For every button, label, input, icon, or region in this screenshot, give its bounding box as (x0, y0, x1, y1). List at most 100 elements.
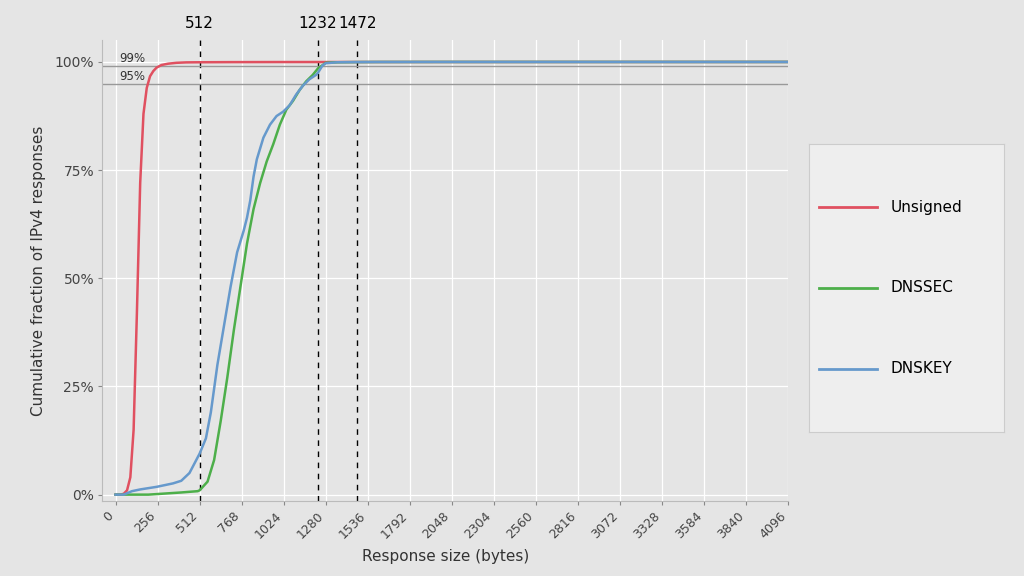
X-axis label: Response size (bytes): Response size (bytes) (361, 550, 529, 564)
DNSKEY (142, 484, 155, 491)
DNSKEY (248, 173, 260, 180)
DNSKEY (310, 71, 323, 78)
DNSSEC (221, 374, 233, 381)
Unsigned (151, 64, 163, 71)
DNSSEC (319, 59, 332, 66)
DNSSEC (202, 478, 214, 485)
Text: 99%: 99% (119, 52, 145, 66)
Line: DNSSEC: DNSSEC (116, 62, 788, 495)
DNSKEY (175, 478, 187, 484)
Unsigned (124, 474, 136, 481)
DNSKEY (151, 483, 163, 490)
DNSKEY (251, 156, 263, 163)
Text: 1472: 1472 (338, 16, 377, 31)
DNSKEY (297, 82, 309, 89)
DNSKEY (241, 214, 253, 221)
DNSKEY (231, 249, 244, 256)
Y-axis label: Cumulative fraction of IPv4 responses: Cumulative fraction of IPv4 responses (32, 126, 46, 416)
DNSKEY (183, 469, 196, 476)
DNSSEC (175, 489, 187, 496)
Unsigned (121, 487, 133, 494)
Unsigned (115, 491, 127, 498)
DNSKEY (205, 409, 217, 416)
DNSKEY (264, 121, 276, 128)
Text: DNSSEC: DNSSEC (891, 281, 953, 295)
Unsigned (170, 59, 182, 66)
DNSSEC (241, 240, 253, 247)
DNSSEC (254, 180, 266, 187)
DNSKEY (782, 59, 795, 66)
DNSKEY (351, 59, 364, 66)
DNSSEC (194, 487, 206, 494)
DNSSEC (273, 121, 286, 128)
Unsigned (134, 180, 146, 187)
Unsigned (162, 60, 174, 67)
DNSKEY (257, 134, 269, 141)
DNSKEY (110, 491, 122, 498)
DNSKEY (276, 108, 289, 115)
Unsigned (782, 59, 795, 66)
DNSSEC (142, 491, 155, 498)
DNSKEY (270, 112, 283, 119)
Unsigned (131, 309, 143, 316)
Unsigned (273, 59, 286, 66)
DNSKEY (373, 59, 385, 66)
Unsigned (147, 67, 160, 74)
Unsigned (110, 491, 122, 498)
DNSSEC (208, 457, 220, 464)
DNSKEY (238, 228, 250, 234)
DNSSEC (248, 206, 260, 213)
Unsigned (224, 59, 237, 66)
DNSSEC (373, 59, 385, 66)
DNSKEY (331, 59, 343, 66)
Text: 512: 512 (185, 16, 214, 31)
DNSKEY (118, 491, 130, 498)
Unsigned (140, 85, 153, 92)
DNSSEC (227, 327, 240, 334)
Unsigned (118, 490, 130, 497)
DNSSEC (287, 97, 299, 104)
DNSKEY (254, 145, 266, 152)
DNSSEC (281, 106, 293, 113)
DNSSEC (300, 78, 312, 85)
DNSSEC (438, 59, 451, 66)
Text: 95%: 95% (119, 70, 144, 83)
DNSSEC (260, 158, 272, 165)
DNSKEY (159, 482, 171, 488)
DNSSEC (215, 418, 227, 425)
DNSKEY (211, 361, 223, 368)
DNSSEC (234, 283, 247, 290)
DNSKEY (319, 60, 332, 67)
DNSKEY (224, 283, 237, 290)
DNSKEY (316, 62, 329, 69)
DNSSEC (782, 59, 795, 66)
DNSKEY (303, 76, 315, 83)
DNSSEC (110, 491, 122, 498)
DNSKEY (200, 435, 212, 442)
Line: DNSKEY: DNSKEY (116, 62, 788, 495)
Unsigned (194, 59, 206, 66)
Line: Unsigned: Unsigned (116, 62, 788, 495)
Text: DNSKEY: DNSKEY (891, 361, 952, 376)
DNSSEC (311, 65, 324, 72)
DNSSEC (306, 71, 318, 78)
Text: 1232: 1232 (299, 16, 337, 31)
DNSKEY (290, 91, 302, 98)
DNSSEC (351, 59, 364, 66)
DNSKEY (438, 59, 451, 66)
DNSKEY (218, 323, 230, 329)
Unsigned (127, 426, 139, 433)
DNSKEY (167, 480, 179, 487)
DNSKEY (284, 102, 296, 109)
Unsigned (438, 59, 451, 66)
Unsigned (180, 59, 193, 66)
DNSSEC (294, 86, 306, 93)
DNSSEC (331, 59, 343, 66)
DNSKEY (311, 69, 324, 76)
DNSSEC (267, 141, 280, 147)
Unsigned (156, 62, 168, 69)
Text: Unsigned: Unsigned (891, 200, 963, 215)
DNSKEY (194, 450, 206, 457)
Unsigned (137, 111, 150, 118)
DNSSEC (191, 488, 204, 495)
